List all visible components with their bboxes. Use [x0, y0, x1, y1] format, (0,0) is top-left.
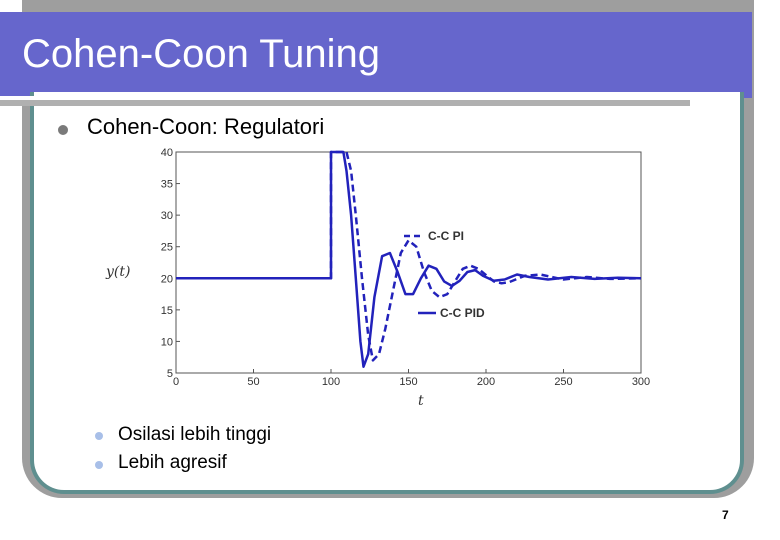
- sub-bullet-icon-1: [95, 432, 103, 440]
- y-tick-label: 35: [161, 179, 173, 191]
- title-divider: [0, 96, 690, 100]
- page-number: 7: [722, 508, 729, 522]
- title-bar: [0, 12, 752, 98]
- x-tick-label: 150: [399, 376, 417, 388]
- main-bullet-text: Cohen-Coon: Regulatori: [87, 114, 325, 139]
- y-tick-label: 40: [161, 147, 173, 159]
- y-tick-label: 30: [161, 210, 173, 222]
- y-tick-label: 5: [167, 368, 173, 380]
- y-axis-label: y(t): [105, 264, 130, 280]
- sub-bullet-text-2: Lebih agresif: [118, 452, 227, 473]
- bullet-icon: [58, 125, 68, 135]
- series-line-c-c-pi: [176, 150, 642, 362]
- x-tick-label: 0: [173, 376, 179, 388]
- content-box: [30, 92, 744, 494]
- title-divider-shadow: [0, 100, 690, 106]
- plot-area: [175, 151, 642, 374]
- series-line-c-c-pid: [176, 150, 642, 368]
- slide-title: Cohen-Coon Tuning: [22, 32, 381, 76]
- legend-pid-label: C-C PID: [440, 306, 485, 320]
- y-tick-label: 25: [161, 242, 173, 254]
- y-tick-label: 10: [161, 336, 173, 348]
- x-tick-label: 300: [632, 376, 650, 388]
- x-axis-label: t: [418, 393, 424, 409]
- x-tick-label: 100: [322, 376, 340, 388]
- legend-pi-label: C-C PI: [428, 229, 464, 243]
- x-tick-label: 200: [477, 376, 495, 388]
- y-tick-label: 20: [161, 273, 173, 285]
- sub-bullet-icon-2: [95, 461, 103, 469]
- x-tick-label: 250: [554, 376, 572, 388]
- y-tick-label: 15: [161, 305, 173, 317]
- sub-bullet-text-1: Osilasi lebih tinggi: [118, 424, 272, 445]
- x-tick-label: 50: [247, 376, 259, 388]
